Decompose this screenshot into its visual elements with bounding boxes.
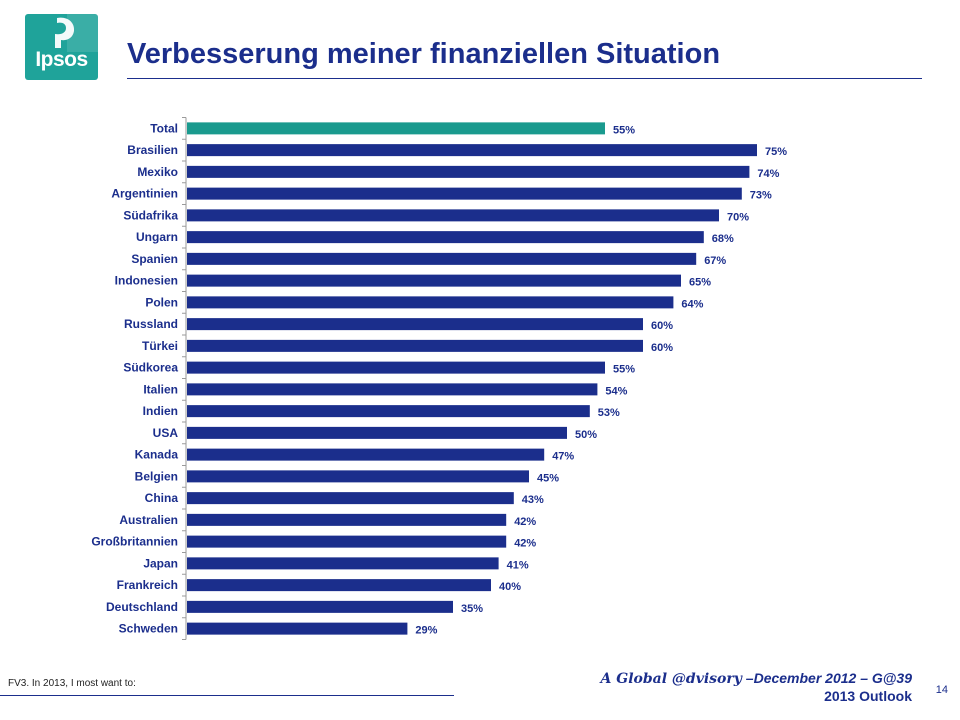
category-label: Brasilien <box>127 143 178 157</box>
slide-title: Verbesserung meiner finanziellen Situati… <box>127 38 721 70</box>
bar-17 <box>187 492 514 505</box>
value-label: 55% <box>613 124 635 136</box>
bar-2 <box>187 165 750 178</box>
value-label: 67% <box>704 255 726 267</box>
category-label: Deutschland <box>106 600 178 614</box>
value-label: 60% <box>651 342 673 354</box>
bar-5 <box>187 231 704 244</box>
bar-3 <box>187 187 742 200</box>
value-label: 35% <box>461 603 483 615</box>
value-label: 53% <box>598 407 620 419</box>
edition-text: –December 2012 – G@39 <box>741 670 912 686</box>
category-label: Japan <box>143 556 178 570</box>
value-label: 73% <box>750 190 772 202</box>
category-label: Total <box>150 121 178 135</box>
footnote: FV3. In 2013, I most want to: <box>8 678 136 689</box>
category-label: Frankreich <box>117 578 178 592</box>
category-label: Italien <box>143 382 178 396</box>
value-label: 50% <box>575 429 597 441</box>
footer-tagline: A Global @dvisory –December 2012 – G@39 … <box>601 670 912 705</box>
value-label: 41% <box>507 559 529 571</box>
logo-mark-icon <box>55 14 98 52</box>
value-label: 45% <box>537 472 559 484</box>
bar-18 <box>187 513 507 526</box>
outlook-subtitle: 2013 Outlook <box>824 688 912 704</box>
category-label: Ungarn <box>136 230 178 244</box>
bar-0 <box>187 122 605 135</box>
value-label: 29% <box>415 625 437 637</box>
value-label: 68% <box>712 233 734 245</box>
value-label: 55% <box>613 364 635 376</box>
bar-11 <box>187 361 605 374</box>
category-label: Indien <box>143 404 178 418</box>
title-divider <box>127 78 922 79</box>
bar-15 <box>187 448 545 461</box>
bar-14 <box>187 426 567 439</box>
footer-divider <box>0 695 454 696</box>
brand-name: A Global @dvisory <box>600 671 742 687</box>
value-label: 43% <box>522 494 544 506</box>
bar-22 <box>187 600 453 613</box>
bar-16 <box>187 470 529 483</box>
page-number: 14 <box>935 684 948 696</box>
bar-6 <box>187 252 697 265</box>
category-label: Australien <box>119 513 178 527</box>
bar-20 <box>187 557 499 570</box>
value-label: 64% <box>681 298 703 310</box>
category-label: Mexiko <box>137 165 178 179</box>
category-label: Großbritannien <box>91 535 178 549</box>
ipsos-logo: Ipsos <box>25 14 98 80</box>
category-label: Spanien <box>131 252 178 266</box>
value-label: 40% <box>499 581 521 593</box>
bar-12 <box>187 383 598 396</box>
bar-1 <box>187 144 757 157</box>
value-label: 70% <box>727 211 749 223</box>
bar-7 <box>187 274 681 287</box>
value-label: 60% <box>651 320 673 332</box>
category-label: Belgien <box>135 469 178 483</box>
category-label: Südkorea <box>123 361 178 375</box>
category-label: Argentinien <box>111 187 178 201</box>
category-label: China <box>145 491 179 505</box>
value-label: 65% <box>689 277 711 289</box>
category-label: Polen <box>145 295 178 309</box>
value-label: 75% <box>765 146 787 158</box>
category-label: Russland <box>124 317 178 331</box>
logo-text: Ipsos <box>35 48 88 71</box>
bar-8 <box>187 296 674 309</box>
category-label: Indonesien <box>115 274 178 288</box>
value-label: 74% <box>757 168 779 180</box>
value-label: 42% <box>514 538 536 550</box>
category-label: Südafrika <box>123 208 178 222</box>
bar-23 <box>187 622 408 635</box>
value-label: 54% <box>605 385 627 397</box>
bar-10 <box>187 339 643 352</box>
bar-19 <box>187 535 507 548</box>
category-label: Kanada <box>135 448 179 462</box>
category-label: Schweden <box>119 622 178 636</box>
bar-21 <box>187 579 491 592</box>
bar-13 <box>187 405 590 418</box>
bar-4 <box>187 209 719 222</box>
category-label: USA <box>153 426 179 440</box>
value-label: 47% <box>552 451 574 463</box>
bar-9 <box>187 318 643 331</box>
category-label: Türkei <box>142 339 178 353</box>
value-label: 42% <box>514 516 536 528</box>
